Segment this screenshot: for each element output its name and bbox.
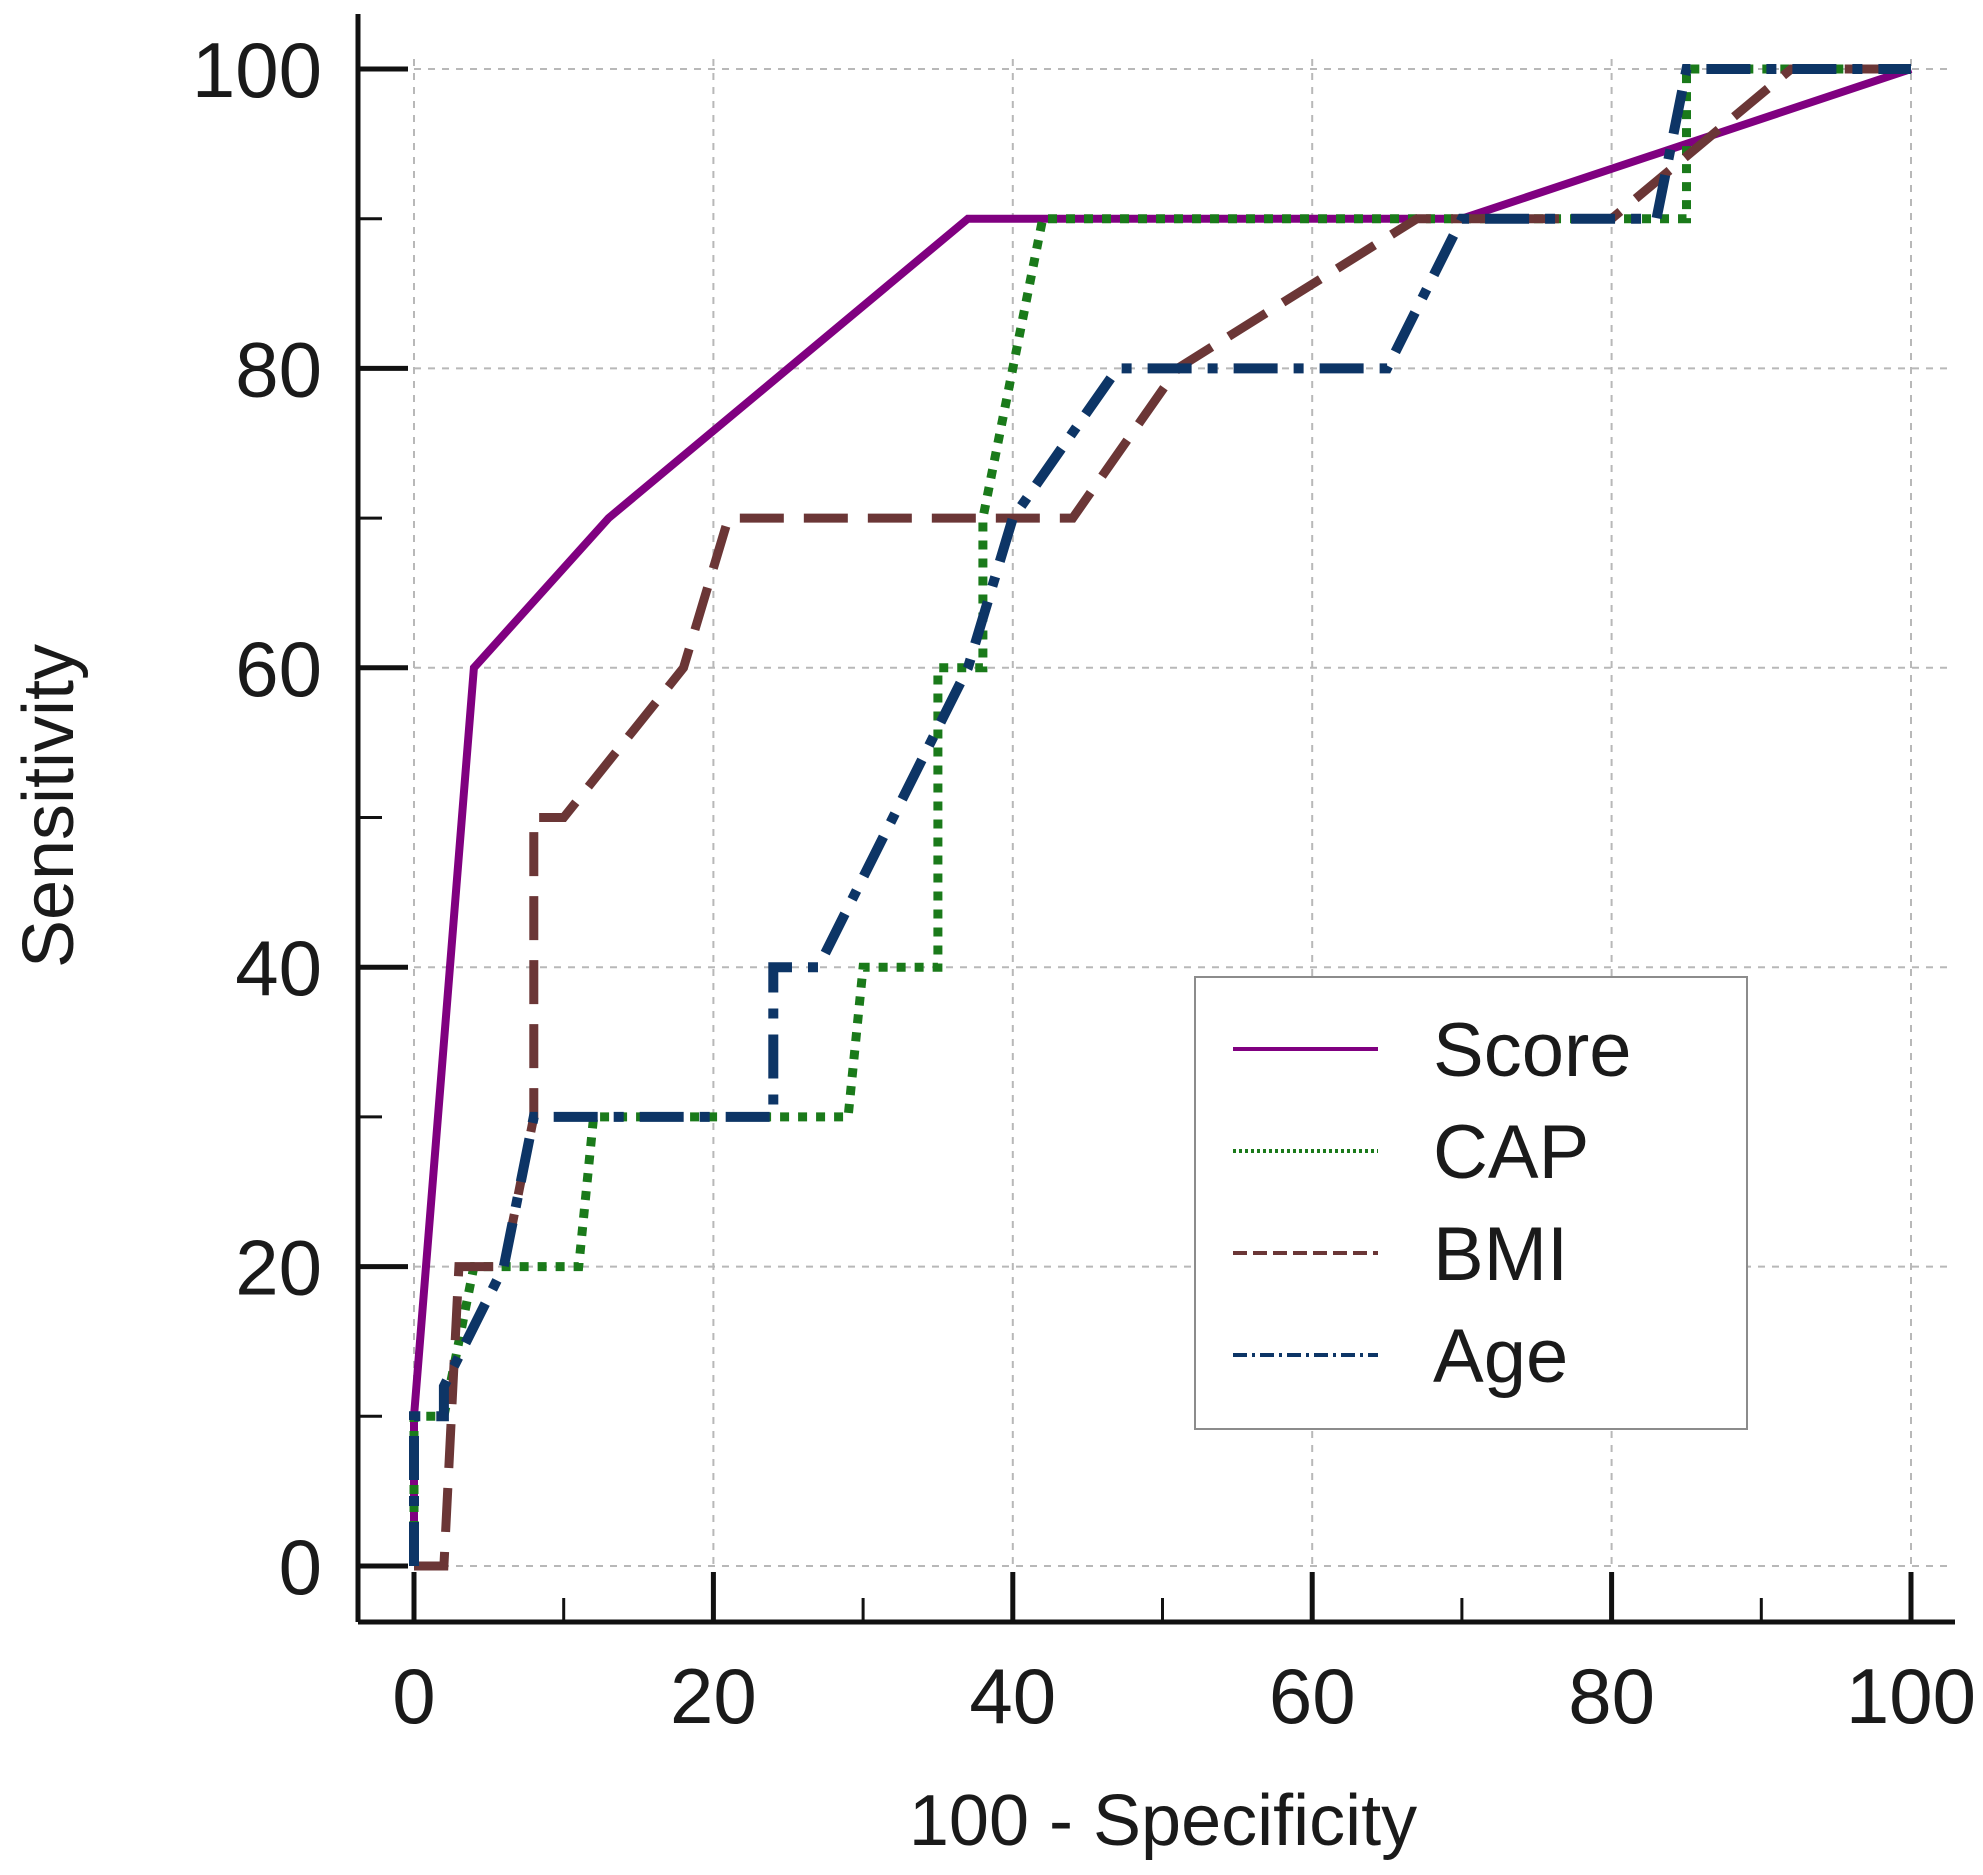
y-tick-label: 80 [235, 325, 322, 413]
legend-label-age: Age [1433, 1314, 1568, 1399]
x-tick-label: 0 [392, 1652, 435, 1740]
x-tick-label: 20 [670, 1652, 757, 1740]
x-axis-title: 100 - Specificity [909, 1781, 1417, 1861]
y-tick-label: 100 [192, 26, 322, 114]
series-line-cap [409, 64, 1911, 1566]
y-axis-title: Sensitivity [9, 644, 89, 968]
legend: Score CAP BMI Age [1194, 976, 1748, 1430]
x-tick-label: 60 [1269, 1652, 1356, 1740]
x-tick-label: 40 [969, 1652, 1056, 1740]
legend-label-bmi: BMI [1433, 1212, 1568, 1297]
legend-label-score: Score [1433, 1008, 1632, 1093]
y-tick-label: 40 [235, 924, 322, 1012]
y-tick-label: 20 [235, 1224, 322, 1312]
y-tick-label: 0 [279, 1523, 322, 1611]
x-tick-label: 100 [1846, 1652, 1976, 1740]
axis-layer: 0 20 40 60 80 100 0 20 40 60 80 100 [192, 14, 1976, 1740]
y-tick-label: 60 [235, 625, 322, 713]
legend-label-cap: CAP [1433, 1110, 1589, 1195]
x-tick-label: 80 [1568, 1652, 1655, 1740]
series-line-age [409, 64, 1911, 1566]
series-layer [409, 64, 1913, 1571]
